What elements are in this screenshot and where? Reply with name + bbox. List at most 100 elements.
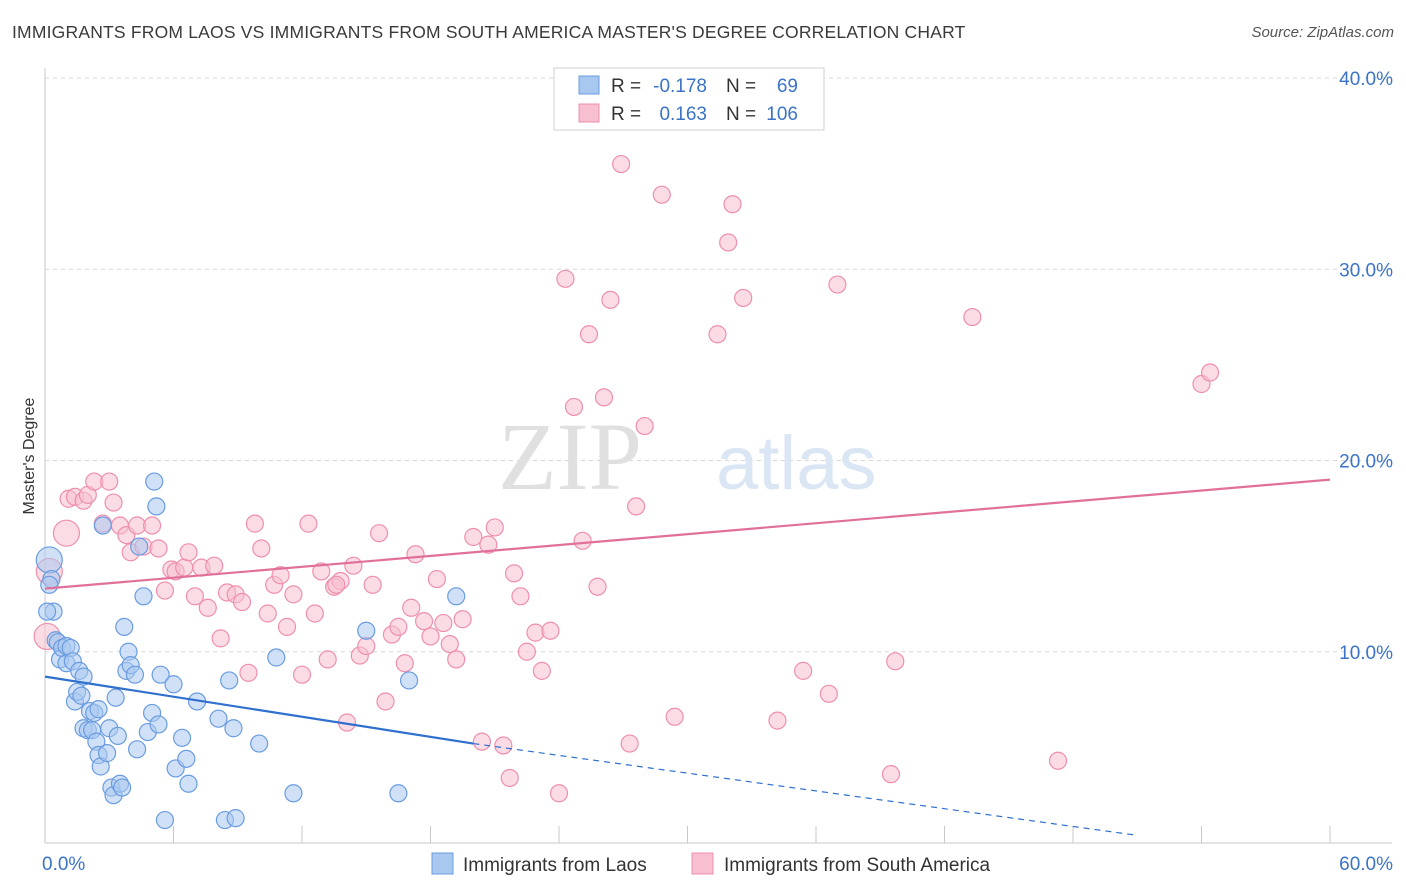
south-america-point [299,514,318,533]
laos-point [250,734,269,753]
laos-point [115,617,134,636]
laos-point [151,665,170,684]
south-america-point [665,707,684,726]
south-america-point [284,585,303,604]
laos-point [134,587,153,606]
stats-legend: R = -0.178 N = 69 R = 0.163 N = 106 [553,67,825,131]
south-america-point [305,604,324,623]
stats-r-label-laos: R = [611,76,641,97]
south-america-point [155,581,175,600]
laos-point [98,744,117,763]
stats-legend-swatch-laos [578,75,600,95]
south-america-point [327,575,346,594]
south-america-point [185,587,205,606]
laos-point [147,497,166,516]
south-america-point [556,269,575,288]
south-america-point [588,577,607,596]
laos-point [164,675,183,694]
y-tick-label: 20.0% [1339,452,1393,473]
south-america-point [318,650,337,669]
source-label: Source: ZipAtlas.com [1251,24,1394,41]
south-america-point [564,397,584,417]
south-america-point [232,592,252,612]
stats-legend-swatch-south-america [578,103,600,123]
laos-point [226,809,245,828]
south-america-point [828,275,847,294]
south-america-point [511,587,530,606]
south-america-point [142,516,162,535]
laos-point [93,516,112,535]
laos-point [284,784,303,803]
south-america-point [719,233,738,252]
laos-point [108,726,127,746]
laos-point [35,546,63,574]
south-america-point [472,732,491,751]
legend-swatch-south-america [691,852,714,875]
laos-point [267,648,286,667]
stats-n-label-south-america: N = [726,104,756,125]
south-america-point [479,535,498,554]
stats-n-value-laos: 69 [777,76,798,97]
south-america-point [258,604,277,623]
stats-n-label-laos: N = [726,76,756,97]
laos-point [145,472,164,491]
y-tick-label: 30.0% [1339,260,1393,281]
stats-r-label-south-america: R = [611,104,641,125]
south-america-point [245,514,264,533]
x-tick-label: 0.0% [42,854,85,875]
south-america-point [526,623,545,642]
chart-title: IMMIGRANTS FROM LAOS VS IMMIGRANTS FROM … [12,22,966,42]
south-america-point [414,612,434,631]
watermark: ZIP atlas [498,403,877,510]
south-america-point [504,564,524,583]
south-america-point [376,692,395,711]
laos-point [447,587,466,606]
south-america-point [494,736,513,755]
south-america-point [652,185,671,204]
south-america-point [453,610,472,629]
south-america-point [370,524,389,543]
legend-swatch-laos [431,852,454,875]
legend-label-south-america: Immigrants from South America [724,855,991,876]
south-america-point [708,325,727,344]
south-america-point [594,388,614,407]
south-america-point [239,663,258,682]
south-america-point [485,518,504,537]
y-axis-label: Master's Degree [21,397,38,514]
legend-label-laos: Immigrants from Laos [463,855,647,876]
south-america-point [104,493,123,512]
south-america-point [52,519,81,547]
south-america-point [277,617,297,636]
south-america-point [292,665,312,684]
south-america-point [723,195,742,214]
south-america-point [612,154,631,174]
series-laos-points [35,472,466,830]
south-america-point [601,290,620,309]
south-america-point [440,634,459,654]
laos-point [38,602,57,621]
south-america-point [541,621,560,640]
south-america-point [344,556,363,575]
south-america-point [389,617,408,636]
x-tick-label: 60.0% [1339,854,1393,875]
laos-point [72,686,91,705]
series-legend: Immigrants from Laos Immigrants from Sou… [431,852,991,876]
south-america-point [620,734,639,753]
trend-line-south-america [44,478,1331,590]
series-south-america-points [33,154,1220,803]
south-america-point [363,575,382,594]
south-america-point [402,598,421,617]
south-america-point [175,558,194,577]
laos-point [220,671,239,690]
south-america-point [532,661,551,680]
south-america-point [635,416,654,436]
south-america-point [357,636,376,656]
south-america-point [579,325,599,344]
south-america-point [149,539,168,558]
south-america-point [252,539,271,558]
south-america-point [271,566,290,585]
laos-point [357,621,376,640]
y-tick-label: 40.0% [1339,69,1393,90]
south-america-point [179,543,198,562]
tick-labels: 10.0% 20.0% 30.0% 40.0% 0.0% 60.0% [42,69,1393,875]
